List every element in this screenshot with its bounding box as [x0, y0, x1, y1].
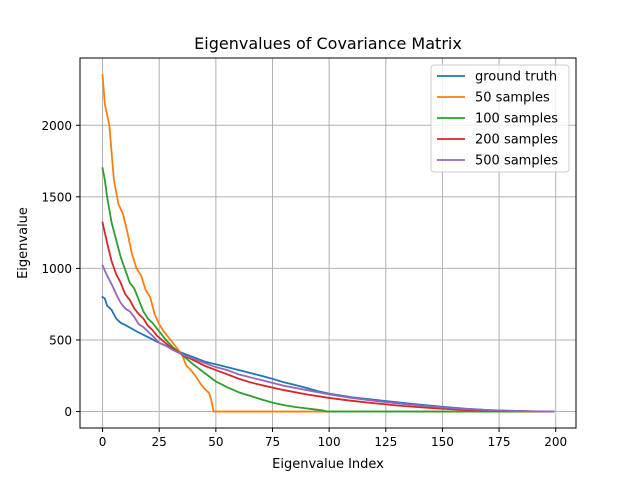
x-tick-label: 75	[265, 435, 280, 449]
x-tick-label: 100	[318, 435, 341, 449]
plot-frame	[79, 57, 577, 429]
y-tick-label: 2000	[41, 119, 72, 133]
y-tick-label: 0	[64, 405, 72, 419]
x-tick-label: 125	[374, 435, 397, 449]
x-tick-label: 175	[488, 435, 511, 449]
legend-label-200-samples: 200 samples	[475, 133, 558, 148]
series-line-50-samples	[101, 74, 555, 413]
x-axis-label: Eigenvalue Index	[272, 457, 384, 472]
series-lines	[101, 74, 555, 413]
y-axis-label: Eigenvalue	[16, 207, 31, 279]
legend-label-50-samples: 50 samples	[475, 91, 550, 106]
y-tick-label: 1000	[41, 262, 72, 276]
x-tick-label: 150	[431, 435, 454, 449]
x-tick-label: 200	[544, 435, 567, 449]
x-tick-label: 0	[99, 435, 107, 449]
chart-title: Eigenvalues of Covariance Matrix	[194, 34, 462, 53]
legend-label-500-samples: 500 samples	[475, 154, 558, 169]
x-tick-label: 50	[208, 435, 223, 449]
series-line-200-samples	[101, 221, 555, 413]
legend-box	[430, 64, 570, 173]
y-tick-label: 500	[49, 333, 72, 347]
series-line-500-samples	[101, 264, 555, 413]
x-tick-label: 25	[152, 435, 167, 449]
y-tick-label: 1500	[41, 190, 72, 204]
legend-label-ground-truth: ground truth	[475, 70, 557, 85]
legend: ground truth 50 samples 100 samples 200 sam…	[430, 64, 570, 173]
legend-label-100-samples: 100 samples	[475, 112, 558, 127]
